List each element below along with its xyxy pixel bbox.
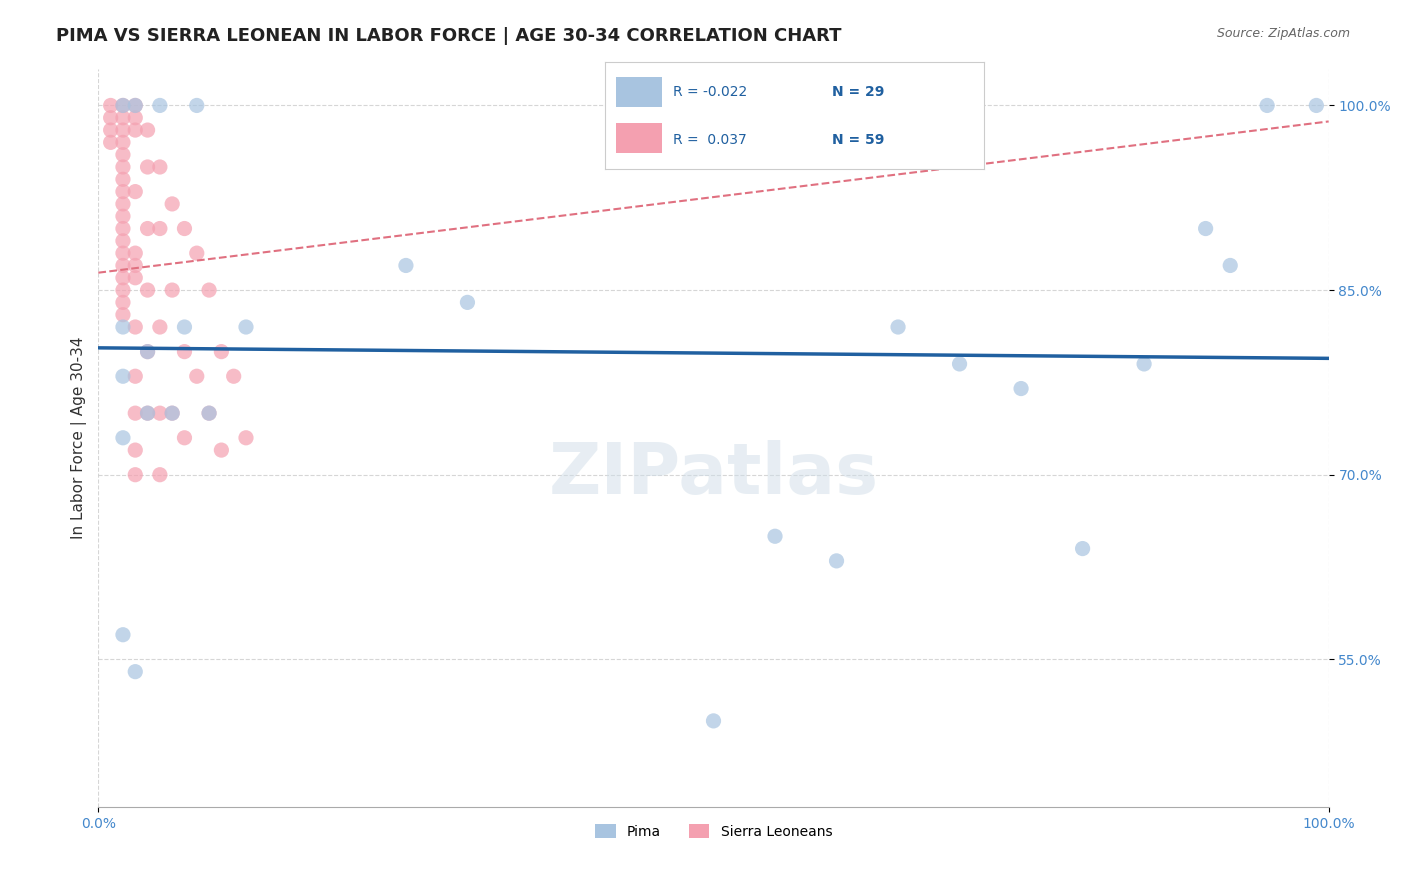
Point	[111, 320, 134, 334]
FancyBboxPatch shape	[616, 78, 662, 107]
Text: N = 29: N = 29	[832, 86, 884, 99]
Point	[173, 431, 195, 445]
Point	[124, 246, 146, 260]
Point	[209, 443, 232, 458]
Point	[136, 406, 159, 420]
Point	[111, 221, 134, 235]
Point	[111, 431, 134, 445]
Point	[124, 123, 146, 137]
Text: N = 59: N = 59	[832, 133, 884, 146]
Point	[124, 369, 146, 384]
Point	[186, 246, 208, 260]
Point	[111, 172, 134, 186]
Point	[235, 431, 257, 445]
Point	[124, 406, 146, 420]
Point	[1194, 221, 1216, 235]
Point	[124, 98, 146, 112]
Point	[111, 270, 134, 285]
Point	[825, 554, 848, 568]
Point	[100, 136, 122, 150]
Point	[186, 369, 208, 384]
Point	[100, 123, 122, 137]
Point	[124, 185, 146, 199]
Point	[111, 98, 134, 112]
Y-axis label: In Labor Force | Age 30-34: In Labor Force | Age 30-34	[72, 336, 87, 539]
Point	[1219, 259, 1241, 273]
Point	[136, 123, 159, 137]
Point	[198, 406, 221, 420]
Point	[149, 98, 172, 112]
Point	[702, 714, 724, 728]
Point	[198, 283, 221, 297]
Point	[1010, 382, 1032, 396]
Point	[124, 98, 146, 112]
Point	[111, 197, 134, 211]
Point	[124, 443, 146, 458]
Text: Source: ZipAtlas.com: Source: ZipAtlas.com	[1216, 27, 1350, 40]
Point	[948, 357, 970, 371]
Point	[1071, 541, 1094, 556]
Point	[149, 467, 172, 482]
Point	[111, 209, 134, 223]
Point	[124, 467, 146, 482]
Point	[1256, 98, 1278, 112]
Point	[111, 308, 134, 322]
Point	[100, 98, 122, 112]
Point	[160, 283, 183, 297]
Point	[1305, 98, 1327, 112]
Point	[124, 320, 146, 334]
Point	[160, 406, 183, 420]
Text: R =  0.037: R = 0.037	[673, 133, 747, 146]
Point	[111, 160, 134, 174]
Point	[149, 406, 172, 420]
FancyBboxPatch shape	[616, 123, 662, 153]
Point	[1133, 357, 1156, 371]
Point	[111, 283, 134, 297]
Point	[100, 111, 122, 125]
Point	[111, 147, 134, 161]
Point	[395, 259, 418, 273]
Point	[124, 111, 146, 125]
Point	[124, 665, 146, 679]
Point	[136, 406, 159, 420]
Point	[111, 136, 134, 150]
Point	[235, 320, 257, 334]
Point	[222, 369, 245, 384]
Point	[198, 406, 221, 420]
Point	[149, 160, 172, 174]
Point	[111, 185, 134, 199]
Point	[136, 283, 159, 297]
Point	[136, 221, 159, 235]
Point	[111, 259, 134, 273]
Point	[111, 111, 134, 125]
Point	[887, 320, 910, 334]
Point	[111, 295, 134, 310]
Text: R = -0.022: R = -0.022	[673, 86, 747, 99]
Point	[763, 529, 786, 543]
Point	[111, 628, 134, 642]
Point	[173, 320, 195, 334]
Point	[111, 369, 134, 384]
Point	[111, 246, 134, 260]
Point	[111, 123, 134, 137]
Point	[160, 197, 183, 211]
Point	[136, 344, 159, 359]
Text: ZIPatlas: ZIPatlas	[548, 441, 879, 509]
Point	[160, 406, 183, 420]
Point	[186, 98, 208, 112]
Point	[111, 234, 134, 248]
Point	[456, 295, 478, 310]
Point	[149, 320, 172, 334]
Point	[111, 98, 134, 112]
Point	[136, 160, 159, 174]
Point	[124, 270, 146, 285]
Text: PIMA VS SIERRA LEONEAN IN LABOR FORCE | AGE 30-34 CORRELATION CHART: PIMA VS SIERRA LEONEAN IN LABOR FORCE | …	[56, 27, 842, 45]
Point	[173, 344, 195, 359]
Legend: Pima, Sierra Leoneans: Pima, Sierra Leoneans	[589, 819, 838, 845]
Point	[136, 344, 159, 359]
Point	[149, 221, 172, 235]
Point	[173, 221, 195, 235]
Point	[124, 259, 146, 273]
Point	[209, 344, 232, 359]
